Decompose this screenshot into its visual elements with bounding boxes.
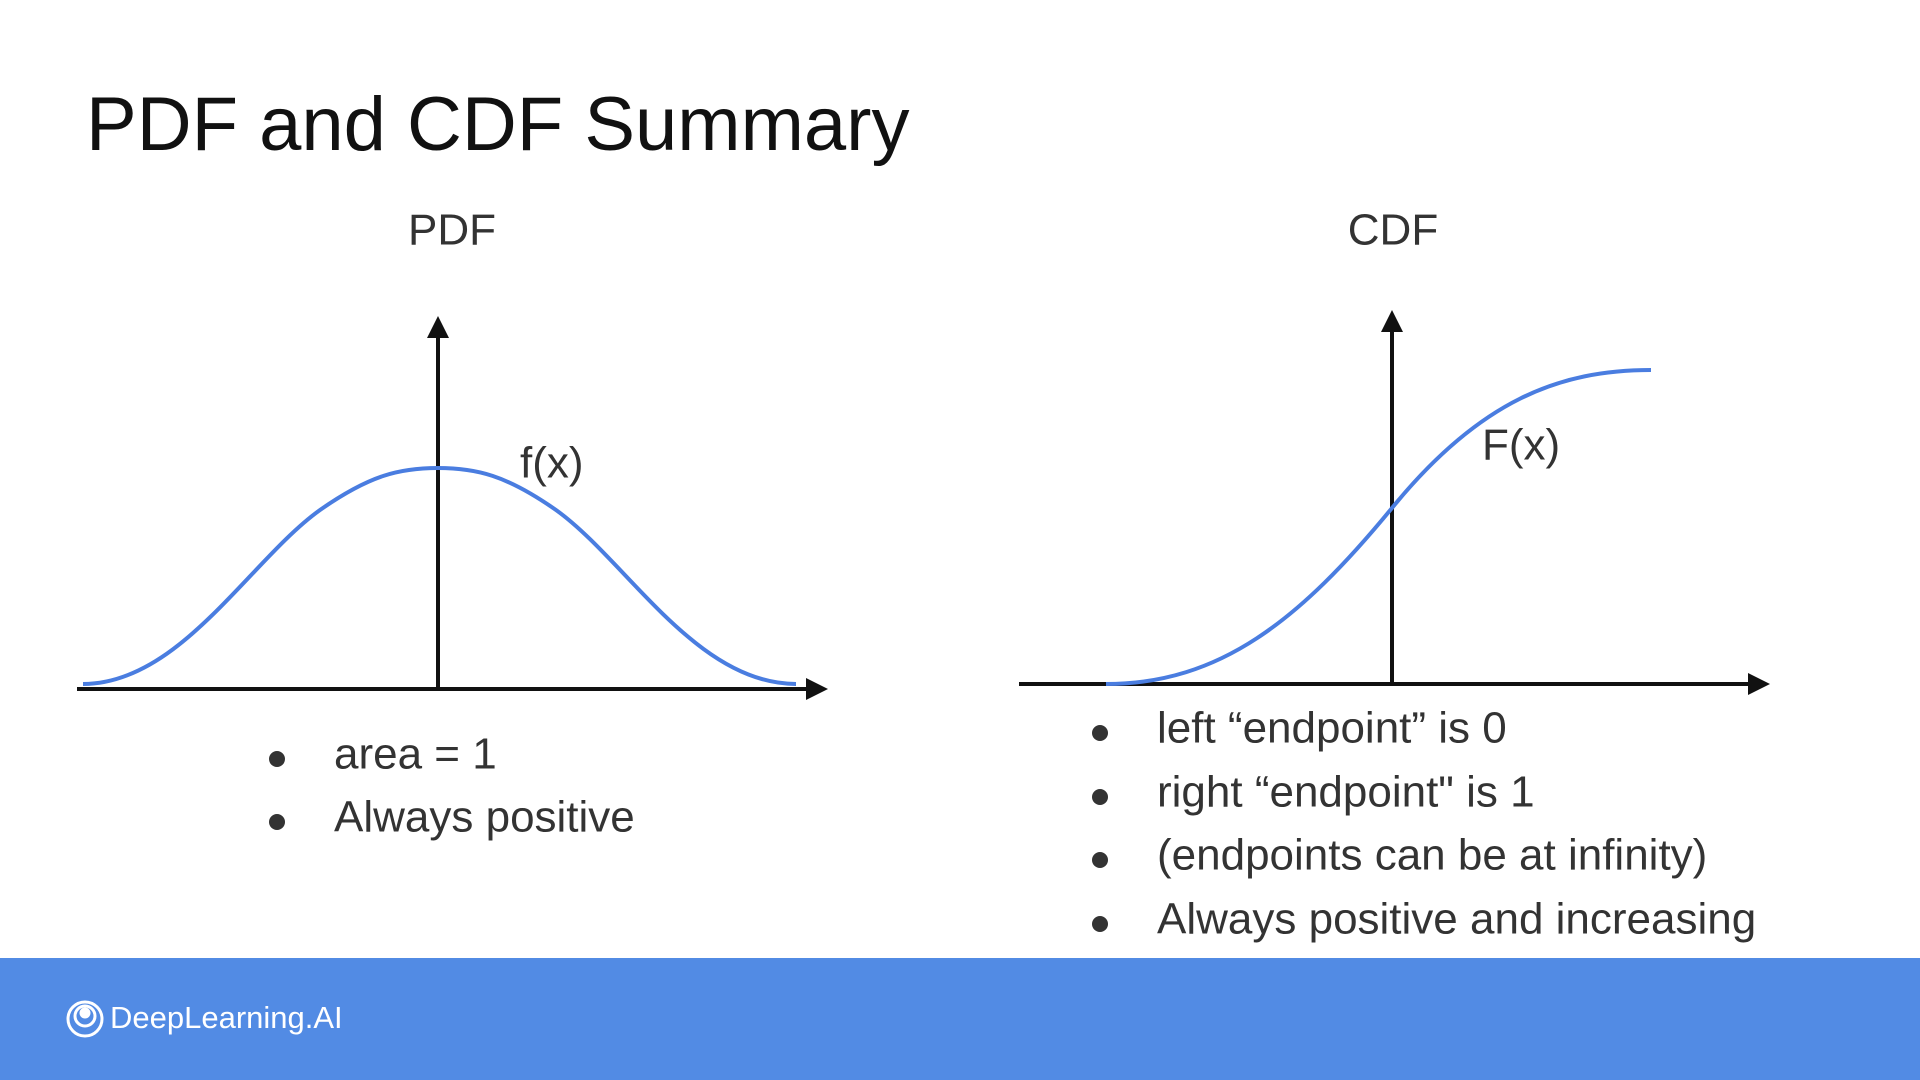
slide-title: PDF and CDF Summary [86,82,910,167]
x-arrow [1748,673,1770,695]
curve-label: F(x) [1482,421,1560,470]
x-arrow [806,678,828,700]
bullet-text: Always positive [334,793,635,842]
curve-label: f(x) [520,439,584,488]
cdf-axes [1019,330,1752,686]
bullet-text: (endpoints can be at infinity) [1157,831,1707,880]
bullet-dot [1092,789,1108,805]
pdf-title: PDF [408,206,496,255]
bullet-text: area = 1 [334,730,497,779]
bullet-dot [1092,725,1108,741]
cdf-curve [1105,368,1652,686]
bullet-dot [269,814,285,830]
bullet-text: left “endpoint” is 0 [1157,704,1507,753]
bullet-text: right “endpoint" is 1 [1157,768,1535,817]
logo-icon [66,1000,104,1038]
cdf-bullets: left “endpoint” is 0 right “endpoint" is… [1092,704,1756,944]
footer-bar [0,958,1920,1080]
pdf-bullets: area = 1 Always positive [269,730,635,842]
bullet-dot [1092,852,1108,868]
bullet-dot [1092,916,1108,932]
bullet-text: Always positive and increasing [1157,895,1756,944]
y-arrow [1381,310,1403,332]
cdf-title: CDF [1348,206,1438,255]
bullet-dot [269,751,285,767]
pdf-axes [77,334,812,691]
footer-logo: DeepLearning.AI [110,1000,343,1035]
y-arrow [427,316,449,338]
pdf-curve [82,465,797,686]
